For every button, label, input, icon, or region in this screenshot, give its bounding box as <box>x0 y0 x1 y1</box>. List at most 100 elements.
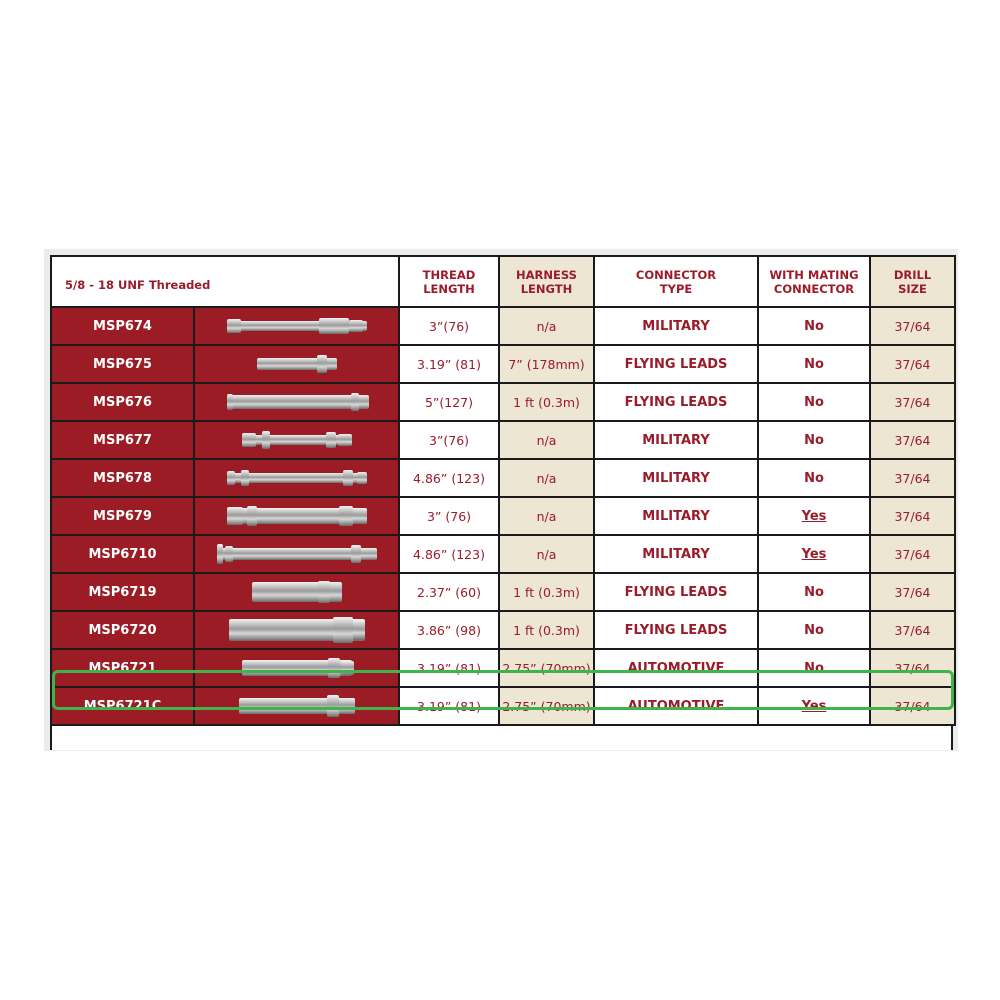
harness-length: 1 ft (0.3m) <box>498 382 595 422</box>
part-image <box>251 579 342 605</box>
with-mating-connector: No <box>757 382 871 422</box>
connector-type: AUTOMOTIVE <box>593 648 759 688</box>
part-image <box>241 655 354 681</box>
part-number: MSP676 <box>50 382 195 422</box>
with-mating-connector: No <box>757 610 871 650</box>
drill-size: 37/64 <box>869 534 956 574</box>
part-image <box>226 313 367 339</box>
with-mating-connector[interactable]: Yes <box>757 686 871 726</box>
table-row: MSP678 4.86” (123) n/a MILITARY No 37/64 <box>50 458 956 498</box>
part-image-cell <box>193 648 400 688</box>
part-image <box>226 465 367 491</box>
part-image <box>256 351 337 377</box>
header-connector-type: CONNECTOR TYPE <box>593 255 759 308</box>
harness-length: n/a <box>498 496 595 536</box>
part-image <box>226 503 367 529</box>
drill-size: 37/64 <box>869 344 956 384</box>
with-mating-connector: No <box>757 458 871 498</box>
part-image-cell <box>193 534 400 574</box>
drill-size: 37/64 <box>869 420 956 460</box>
harness-length: 2.75” (70mm) <box>498 648 595 688</box>
table-row: MSP6720 3.86” (98) 1 ft (0.3m) FLYING LEADS… <box>50 610 956 650</box>
thread-length: 3.19” (81) <box>398 648 500 688</box>
part-image-cell <box>193 496 400 536</box>
part-image-cell <box>193 686 400 726</box>
part-image <box>241 427 352 453</box>
table-row: MSP674 3”(76) n/a MILITARY No 37/64 <box>50 306 956 346</box>
connector-type: MILITARY <box>593 306 759 346</box>
header-harness-length: HARNESS LENGTH <box>498 255 595 308</box>
with-mating-connector: No <box>757 344 871 384</box>
part-image-cell <box>193 610 400 650</box>
part-number: MSP6720 <box>50 610 195 650</box>
connector-type: MILITARY <box>593 458 759 498</box>
drill-size: 37/64 <box>869 496 956 536</box>
thread-length: 3.86” (98) <box>398 610 500 650</box>
header-thread-length: THREAD LENGTH <box>398 255 500 308</box>
part-number: MSP6710 <box>50 534 195 574</box>
drill-size: 37/64 <box>869 306 956 346</box>
part-image-cell <box>193 306 400 346</box>
harness-length: n/a <box>498 534 595 574</box>
harness-length: 1 ft (0.3m) <box>498 572 595 612</box>
with-mating-connector: No <box>757 420 871 460</box>
part-image-cell <box>193 420 400 460</box>
thread-length: 5”(127) <box>398 382 500 422</box>
drill-size: 37/64 <box>869 686 956 726</box>
part-image <box>216 541 377 567</box>
table-title: 5/8 - 18 UNF Threaded <box>51 256 400 308</box>
connector-type: FLYING LEADS <box>593 382 759 422</box>
part-number: MSP6719 <box>50 572 195 612</box>
harness-length: 7” (178mm) <box>498 344 595 384</box>
thread-length: 3.19” (81) <box>398 344 500 384</box>
harness-length: n/a <box>498 420 595 460</box>
with-mating-connector: No <box>757 648 871 688</box>
part-image-cell <box>193 458 400 498</box>
part-image-cell <box>193 572 400 612</box>
part-number: MSP6721 <box>50 648 195 688</box>
with-mating-connector: No <box>757 306 871 346</box>
part-image <box>226 389 369 415</box>
thread-length: 3.19” (81) <box>398 686 500 726</box>
harness-length: n/a <box>498 306 595 346</box>
part-image-cell <box>193 344 400 384</box>
thread-length: 4.86” (123) <box>398 534 500 574</box>
part-number: MSP6721C <box>50 686 195 726</box>
table-row: MSP676 5”(127) 1 ft (0.3m) FLYING LEADS No 37… <box>50 382 956 422</box>
header-drill-size: DRILL SIZE <box>869 255 956 308</box>
table-row: MSP677 3”(76) n/a MILITARY No 37/64 <box>50 420 956 460</box>
connector-type: AUTOMOTIVE <box>593 686 759 726</box>
with-mating-connector: No <box>757 572 871 612</box>
thread-length: 3”(76) <box>398 306 500 346</box>
drill-size: 37/64 <box>869 610 956 650</box>
table-row: MSP6710 4.86” (123) n/a MILITARY Yes 37/64 <box>50 534 956 574</box>
thread-length: 4.86” (123) <box>398 458 500 498</box>
table-row: MSP675 3.19” (81) 7” (178mm) FLYING LEADS No… <box>50 344 956 384</box>
part-image-cell <box>193 382 400 422</box>
harness-length: n/a <box>498 458 595 498</box>
table-row: MSP6719 2.37” (60) 1 ft (0.3m) FLYING LEADS… <box>50 572 956 612</box>
drill-size: 37/64 <box>869 572 956 612</box>
drill-size: 37/64 <box>869 648 956 688</box>
header-with-mating-connector: WITH MATING CONNECTOR <box>757 255 871 308</box>
connector-type: FLYING LEADS <box>593 344 759 384</box>
table-row: MSP679 3” (76) n/a MILITARY Yes 37/64 <box>50 496 956 536</box>
part-number: MSP674 <box>50 306 195 346</box>
harness-length: 1 ft (0.3m) <box>498 610 595 650</box>
part-number: MSP675 <box>50 344 195 384</box>
connector-type: FLYING LEADS <box>593 610 759 650</box>
thread-length: 2.37” (60) <box>398 572 500 612</box>
part-number: MSP679 <box>50 496 195 536</box>
with-mating-connector[interactable]: Yes <box>757 496 871 536</box>
part-image <box>238 693 355 719</box>
part-number: MSP678 <box>50 458 195 498</box>
connector-type: MILITARY <box>593 496 759 536</box>
spec-table: 5/8 - 18 UNF Threaded THREAD LENGTH HARNE… <box>50 255 956 726</box>
part-number: MSP677 <box>50 420 195 460</box>
thread-length: 3”(76) <box>398 420 500 460</box>
drill-size: 37/64 <box>869 382 956 422</box>
table-row: MSP6721 3.19” (81) 2.75” (70mm) AUTOMOTIVE N… <box>50 648 956 688</box>
harness-length: 2.75” (70mm) <box>498 686 595 726</box>
with-mating-connector[interactable]: Yes <box>757 534 871 574</box>
drill-size: 37/64 <box>869 458 956 498</box>
